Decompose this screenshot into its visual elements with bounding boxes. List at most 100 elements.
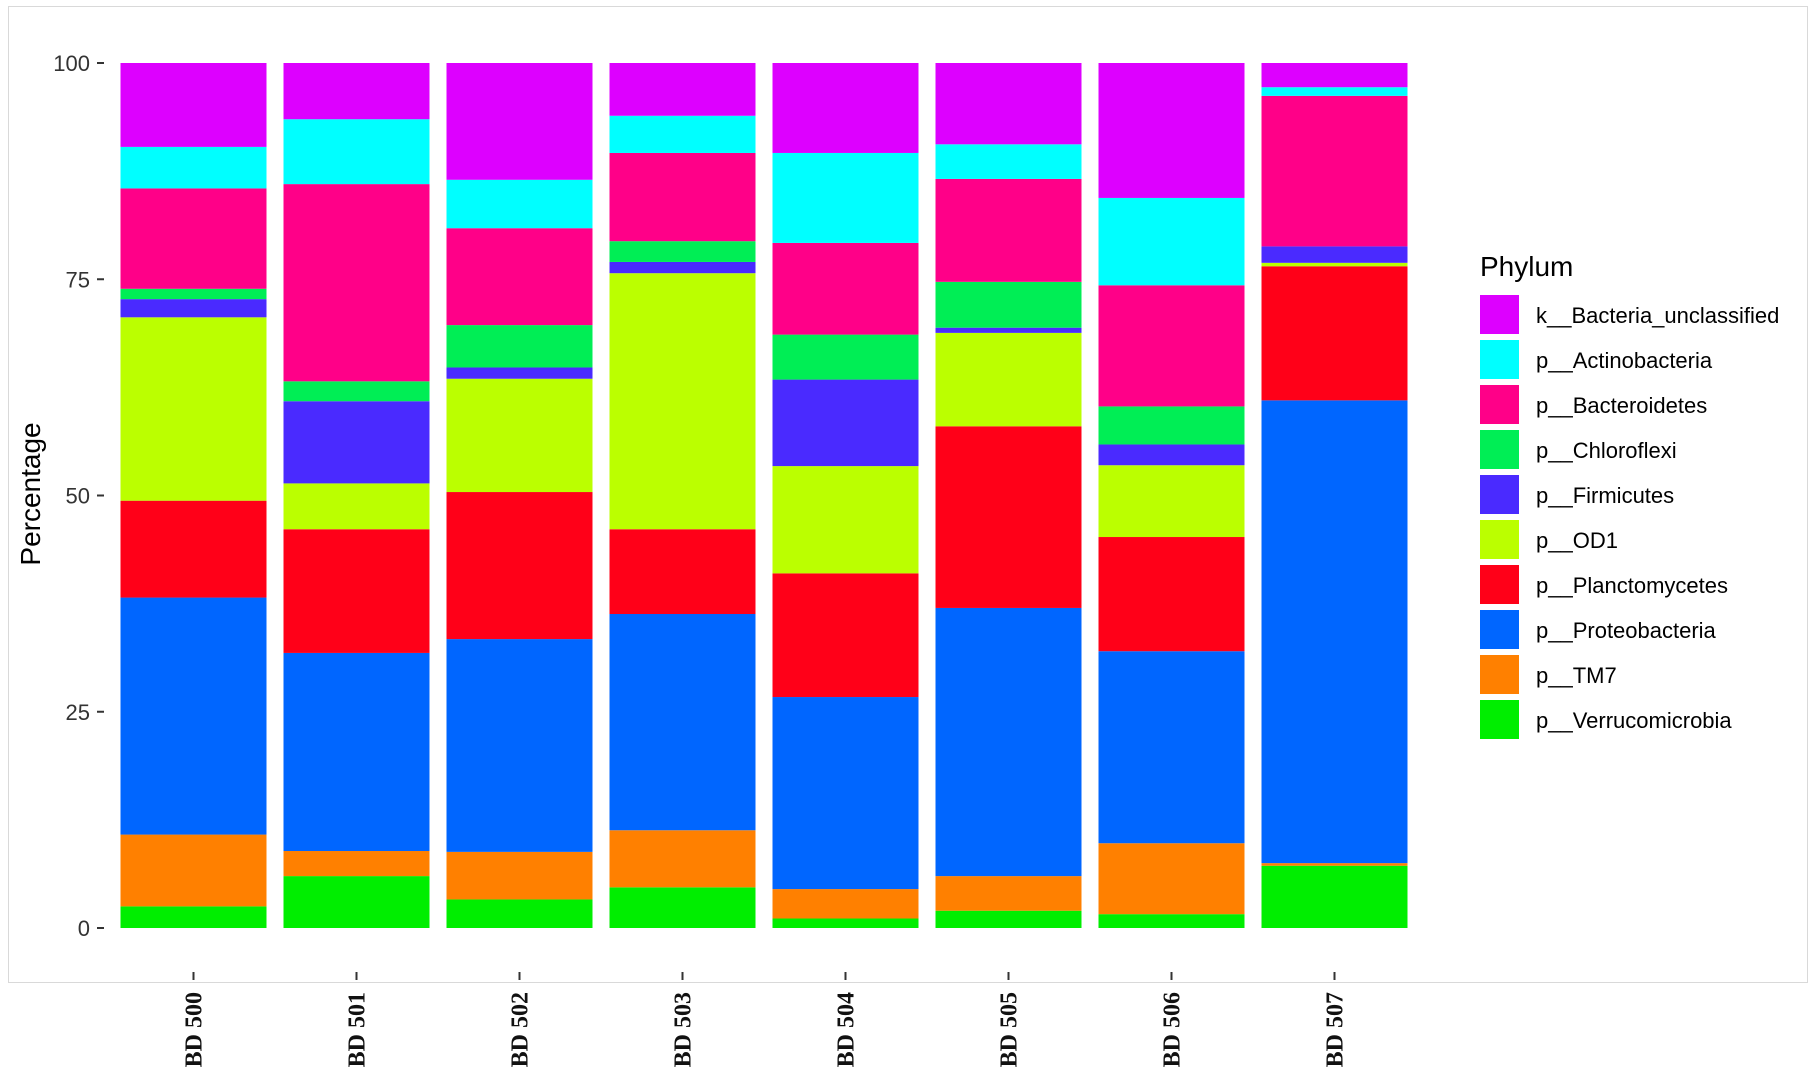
bar-segment-bd-505-k-bacteria-unclassified — [935, 63, 1082, 145]
bar-segment-bd-504-p-verrucomicrobia — [772, 918, 919, 928]
bar-segment-bd-502-p-verrucomicrobia — [446, 899, 593, 928]
bar-segment-bd-502-p-tm7 — [446, 851, 593, 900]
bar-segment-bd-502-p-planctomycetes — [446, 492, 593, 640]
bar-segment-bd-505-p-tm7 — [935, 876, 1082, 911]
bar-segment-bd-501-p-chloroflexi — [283, 381, 430, 402]
bar-segment-bd-504-p-firmicutes — [772, 379, 919, 467]
bar-segment-bd-507-p-verrucomicrobia — [1261, 865, 1408, 928]
legend-key — [1480, 610, 1519, 649]
bar-segment-bd-505-p-actinobacteria — [935, 144, 1082, 179]
bar-segment-bd-504-p-proteobacteria — [772, 697, 919, 890]
bar-segment-bd-506-p-verrucomicrobia — [1098, 914, 1245, 928]
bar-segment-bd-506-p-od1 — [1098, 465, 1245, 538]
legend: Phylum k__Bacteria_unclassified p__Actino… — [1480, 251, 1779, 739]
bar-segment-bd-503-p-planctomycetes — [609, 529, 756, 615]
legend-key — [1480, 340, 1519, 379]
bar-segment-bd-500-p-chloroflexi — [120, 288, 267, 300]
bar-stack-bd-503 — [609, 63, 756, 928]
bar-segment-bd-506-p-firmicutes — [1098, 444, 1245, 466]
bar-segment-bd-500-p-actinobacteria — [120, 146, 267, 189]
x-tick-label-bd-505: BD 505 — [997, 992, 1023, 1067]
bar-segment-bd-501-p-verrucomicrobia — [283, 876, 430, 928]
legend-label: p__Bacteroidetes — [1536, 393, 1707, 418]
legend-label: p__Actinobacteria — [1536, 348, 1713, 373]
legend-label: p__TM7 — [1536, 663, 1617, 688]
bars-layer — [120, 63, 1408, 929]
bar-segment-bd-503-k-bacteria-unclassified — [609, 63, 756, 116]
bar-segment-bd-500-p-bacteroidetes — [120, 188, 267, 289]
legend-item-p-chloroflexi: p__Chloroflexi — [1480, 430, 1677, 469]
legend-label: p__Proteobacteria — [1536, 618, 1717, 643]
bar-segment-bd-506-p-actinobacteria — [1098, 197, 1245, 286]
y-axis: 0 25 50 75 100 — [53, 51, 104, 941]
bar-stack-bd-506 — [1098, 63, 1245, 928]
legend-label: p__Chloroflexi — [1536, 438, 1677, 463]
legend-key — [1480, 700, 1519, 739]
x-tick-label-bd-507: BD 507 — [1323, 992, 1349, 1067]
bar-segment-bd-502-p-bacteroidetes — [446, 228, 593, 326]
legend-item-p-od1: p__OD1 — [1480, 520, 1618, 559]
bar-segment-bd-505-p-od1 — [935, 332, 1082, 427]
legend-item-p-proteobacteria: p__Proteobacteria — [1480, 610, 1717, 649]
bar-segment-bd-501-p-bacteroidetes — [283, 184, 430, 382]
bar-segment-bd-501-p-planctomycetes — [283, 529, 430, 653]
y-axis-title: Percentage — [15, 422, 46, 565]
legend-item-p-tm7: p__TM7 — [1480, 655, 1617, 694]
bar-segment-bd-500-p-planctomycetes — [120, 500, 267, 598]
bar-segment-bd-500-p-tm7 — [120, 834, 267, 907]
bar-segment-bd-503-p-firmicutes — [609, 261, 756, 274]
bar-segment-bd-506-p-bacteroidetes — [1098, 285, 1245, 407]
bar-segment-bd-501-p-firmicutes — [283, 401, 430, 484]
bar-segment-bd-507-p-proteobacteria — [1261, 400, 1408, 864]
bar-segment-bd-507-p-tm7 — [1261, 863, 1408, 866]
legend-title: Phylum — [1480, 251, 1573, 282]
bar-segment-bd-500-k-bacteria-unclassified — [120, 63, 267, 147]
legend-label: k__Bacteria_unclassified — [1536, 303, 1779, 328]
bar-segment-bd-503-p-od1 — [609, 273, 756, 530]
bar-segment-bd-507-p-firmicutes — [1261, 246, 1408, 263]
legend-label: p__Firmicutes — [1536, 483, 1674, 508]
bar-segment-bd-503-p-tm7 — [609, 830, 756, 888]
x-tick-label-bd-504: BD 504 — [834, 992, 860, 1067]
bar-segment-bd-504-p-actinobacteria — [772, 152, 919, 243]
y-tick-label: 75 — [66, 267, 90, 292]
bar-segment-bd-504-p-tm7 — [772, 889, 919, 919]
bar-stack-bd-500 — [120, 63, 267, 929]
bar-stack-bd-505 — [935, 63, 1082, 928]
legend-item-p-planctomycetes: p__Planctomycetes — [1480, 565, 1728, 604]
bar-segment-bd-506-k-bacteria-unclassified — [1098, 63, 1245, 198]
bar-segment-bd-506-p-proteobacteria — [1098, 651, 1245, 844]
bar-segment-bd-505-p-bacteroidetes — [935, 178, 1082, 282]
bar-segment-bd-505-p-verrucomicrobia — [935, 910, 1082, 928]
x-tick-label-bd-506: BD 506 — [1160, 992, 1186, 1067]
bar-segment-bd-504-p-od1 — [772, 466, 919, 574]
legend-label: p__OD1 — [1536, 528, 1618, 553]
bar-segment-bd-502-p-od1 — [446, 378, 593, 493]
bar-segment-bd-500-p-verrucomicrobia — [120, 906, 267, 929]
bar-segment-bd-505-p-firmicutes — [935, 327, 1082, 333]
bar-segment-bd-503-p-actinobacteria — [609, 115, 756, 153]
bar-segment-bd-501-p-od1 — [283, 483, 430, 530]
legend-key — [1480, 655, 1519, 694]
y-tick-label: 0 — [78, 916, 90, 941]
bar-segment-bd-502-p-chloroflexi — [446, 325, 593, 368]
bar-segment-bd-502-p-proteobacteria — [446, 639, 593, 852]
bar-segment-bd-504-p-planctomycetes — [772, 573, 919, 698]
x-tick-label-bd-501: BD 501 — [345, 992, 371, 1067]
bar-segment-bd-504-p-chloroflexi — [772, 334, 919, 380]
legend-item-p-verrucomicrobia: p__Verrucomicrobia — [1480, 700, 1732, 739]
bar-segment-bd-507-p-od1 — [1261, 262, 1408, 267]
legend-item-p-firmicutes: p__Firmicutes — [1480, 475, 1674, 514]
bar-segment-bd-507-p-actinobacteria — [1261, 87, 1408, 96]
legend-items: k__Bacteria_unclassified p__Actinobacteri… — [1480, 295, 1779, 739]
x-tick-label-bd-500: BD 500 — [182, 992, 208, 1067]
bar-segment-bd-507-k-bacteria-unclassified — [1261, 63, 1408, 88]
bar-segment-bd-501-k-bacteria-unclassified — [283, 63, 430, 120]
bar-segment-bd-504-k-bacteria-unclassified — [772, 63, 919, 153]
bar-stack-bd-504 — [772, 63, 919, 928]
bar-segment-bd-502-p-firmicutes — [446, 367, 593, 379]
bar-segment-bd-506-p-chloroflexi — [1098, 406, 1245, 445]
bar-segment-bd-501-p-proteobacteria — [283, 652, 430, 852]
bar-segment-bd-503-p-verrucomicrobia — [609, 887, 756, 928]
